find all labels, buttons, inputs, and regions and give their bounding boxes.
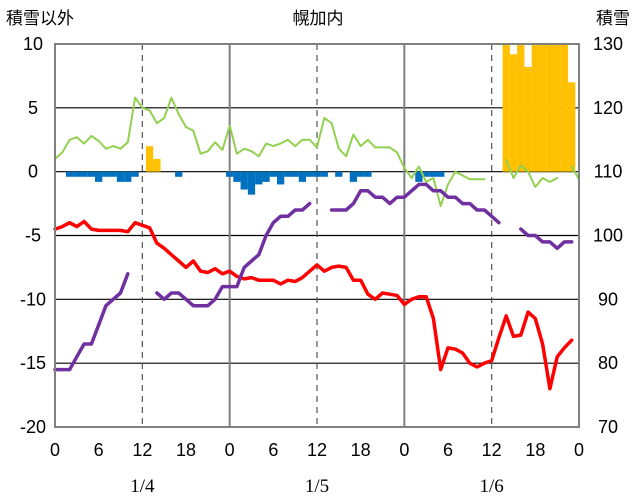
x-tick-label: 18 — [176, 440, 196, 460]
series-line — [53, 182, 574, 372]
bar — [357, 171, 365, 177]
bar — [517, 44, 525, 172]
bar — [73, 171, 81, 177]
bar — [291, 171, 299, 177]
series-line — [54, 96, 580, 208]
right-tick-label: 70 — [598, 417, 618, 437]
bar — [276, 171, 285, 185]
bar — [415, 171, 423, 182]
right-axis-label: 積雪 — [596, 9, 630, 29]
x-tick-label: 18 — [525, 440, 545, 460]
left-tick-label: -10 — [20, 289, 46, 309]
x-tick-label: 12 — [482, 440, 502, 460]
bar — [95, 171, 103, 182]
bar — [247, 171, 256, 195]
bar — [262, 171, 270, 182]
left-tick-label: 10 — [23, 34, 43, 54]
bar — [124, 171, 132, 182]
grid — [55, 44, 579, 427]
bar — [175, 171, 183, 177]
bar — [131, 171, 139, 177]
bar — [80, 171, 88, 177]
bar — [502, 44, 510, 172]
left-tick-label: 5 — [28, 98, 38, 118]
left-tick-label: -20 — [20, 417, 46, 437]
date-label: 1/6 — [480, 476, 504, 497]
bar — [553, 44, 561, 172]
x-tick-label: 0 — [225, 440, 235, 460]
x-tick-label: 6 — [94, 440, 104, 460]
bar — [284, 171, 292, 177]
x-tick-label: 12 — [132, 440, 152, 460]
bar — [116, 171, 125, 182]
series-line — [53, 219, 574, 391]
right-tick-label: 100 — [593, 226, 623, 246]
date-label: 1/5 — [305, 476, 329, 497]
line-series — [53, 96, 580, 391]
left-axis-label: 積雪以外 — [6, 9, 74, 29]
x-tick-label: 6 — [268, 440, 278, 460]
x-tick-label: 0 — [574, 440, 584, 460]
bar — [335, 171, 343, 177]
bar — [524, 66, 532, 172]
bar — [109, 171, 117, 177]
right-tick-label: 130 — [593, 34, 623, 54]
right-tick-label: 120 — [593, 98, 623, 118]
bar — [429, 171, 438, 177]
right-tick-label: 110 — [594, 162, 623, 182]
bar — [560, 44, 569, 172]
right-tick-label: 80 — [598, 353, 618, 373]
bar — [145, 146, 154, 172]
x-tick-label: 0 — [399, 440, 409, 460]
date-label: 1/4 — [130, 476, 155, 497]
chart-title: 幌加内 — [293, 9, 344, 29]
x-tick-label: 12 — [307, 440, 327, 460]
bar — [255, 171, 263, 185]
bar — [320, 171, 328, 177]
x-tick-label: 0 — [50, 440, 60, 460]
bar — [102, 171, 110, 177]
bar — [531, 44, 539, 172]
bar — [226, 171, 234, 177]
bar — [298, 171, 307, 182]
bar — [546, 44, 554, 172]
right-tick-label: 90 — [598, 289, 618, 309]
x-tick-label: 6 — [443, 440, 453, 460]
bar — [240, 171, 248, 190]
bar — [349, 171, 358, 182]
bar — [538, 44, 547, 172]
bar — [509, 54, 518, 172]
plot-frame — [54, 43, 580, 428]
bar — [437, 171, 445, 177]
bar — [153, 158, 161, 172]
bar — [364, 171, 372, 177]
left-tick-label: 0 — [28, 162, 38, 182]
x-tick-label: 18 — [351, 440, 371, 460]
bar — [233, 171, 241, 182]
bar-series — [65, 44, 576, 195]
bar — [568, 82, 576, 172]
left-tick-label: -5 — [25, 226, 41, 246]
bar — [422, 171, 430, 177]
bar — [87, 171, 96, 177]
left-tick-label: -15 — [20, 353, 46, 373]
bar — [313, 171, 321, 177]
bar — [306, 171, 314, 177]
bar — [269, 171, 277, 177]
bar — [65, 171, 74, 177]
